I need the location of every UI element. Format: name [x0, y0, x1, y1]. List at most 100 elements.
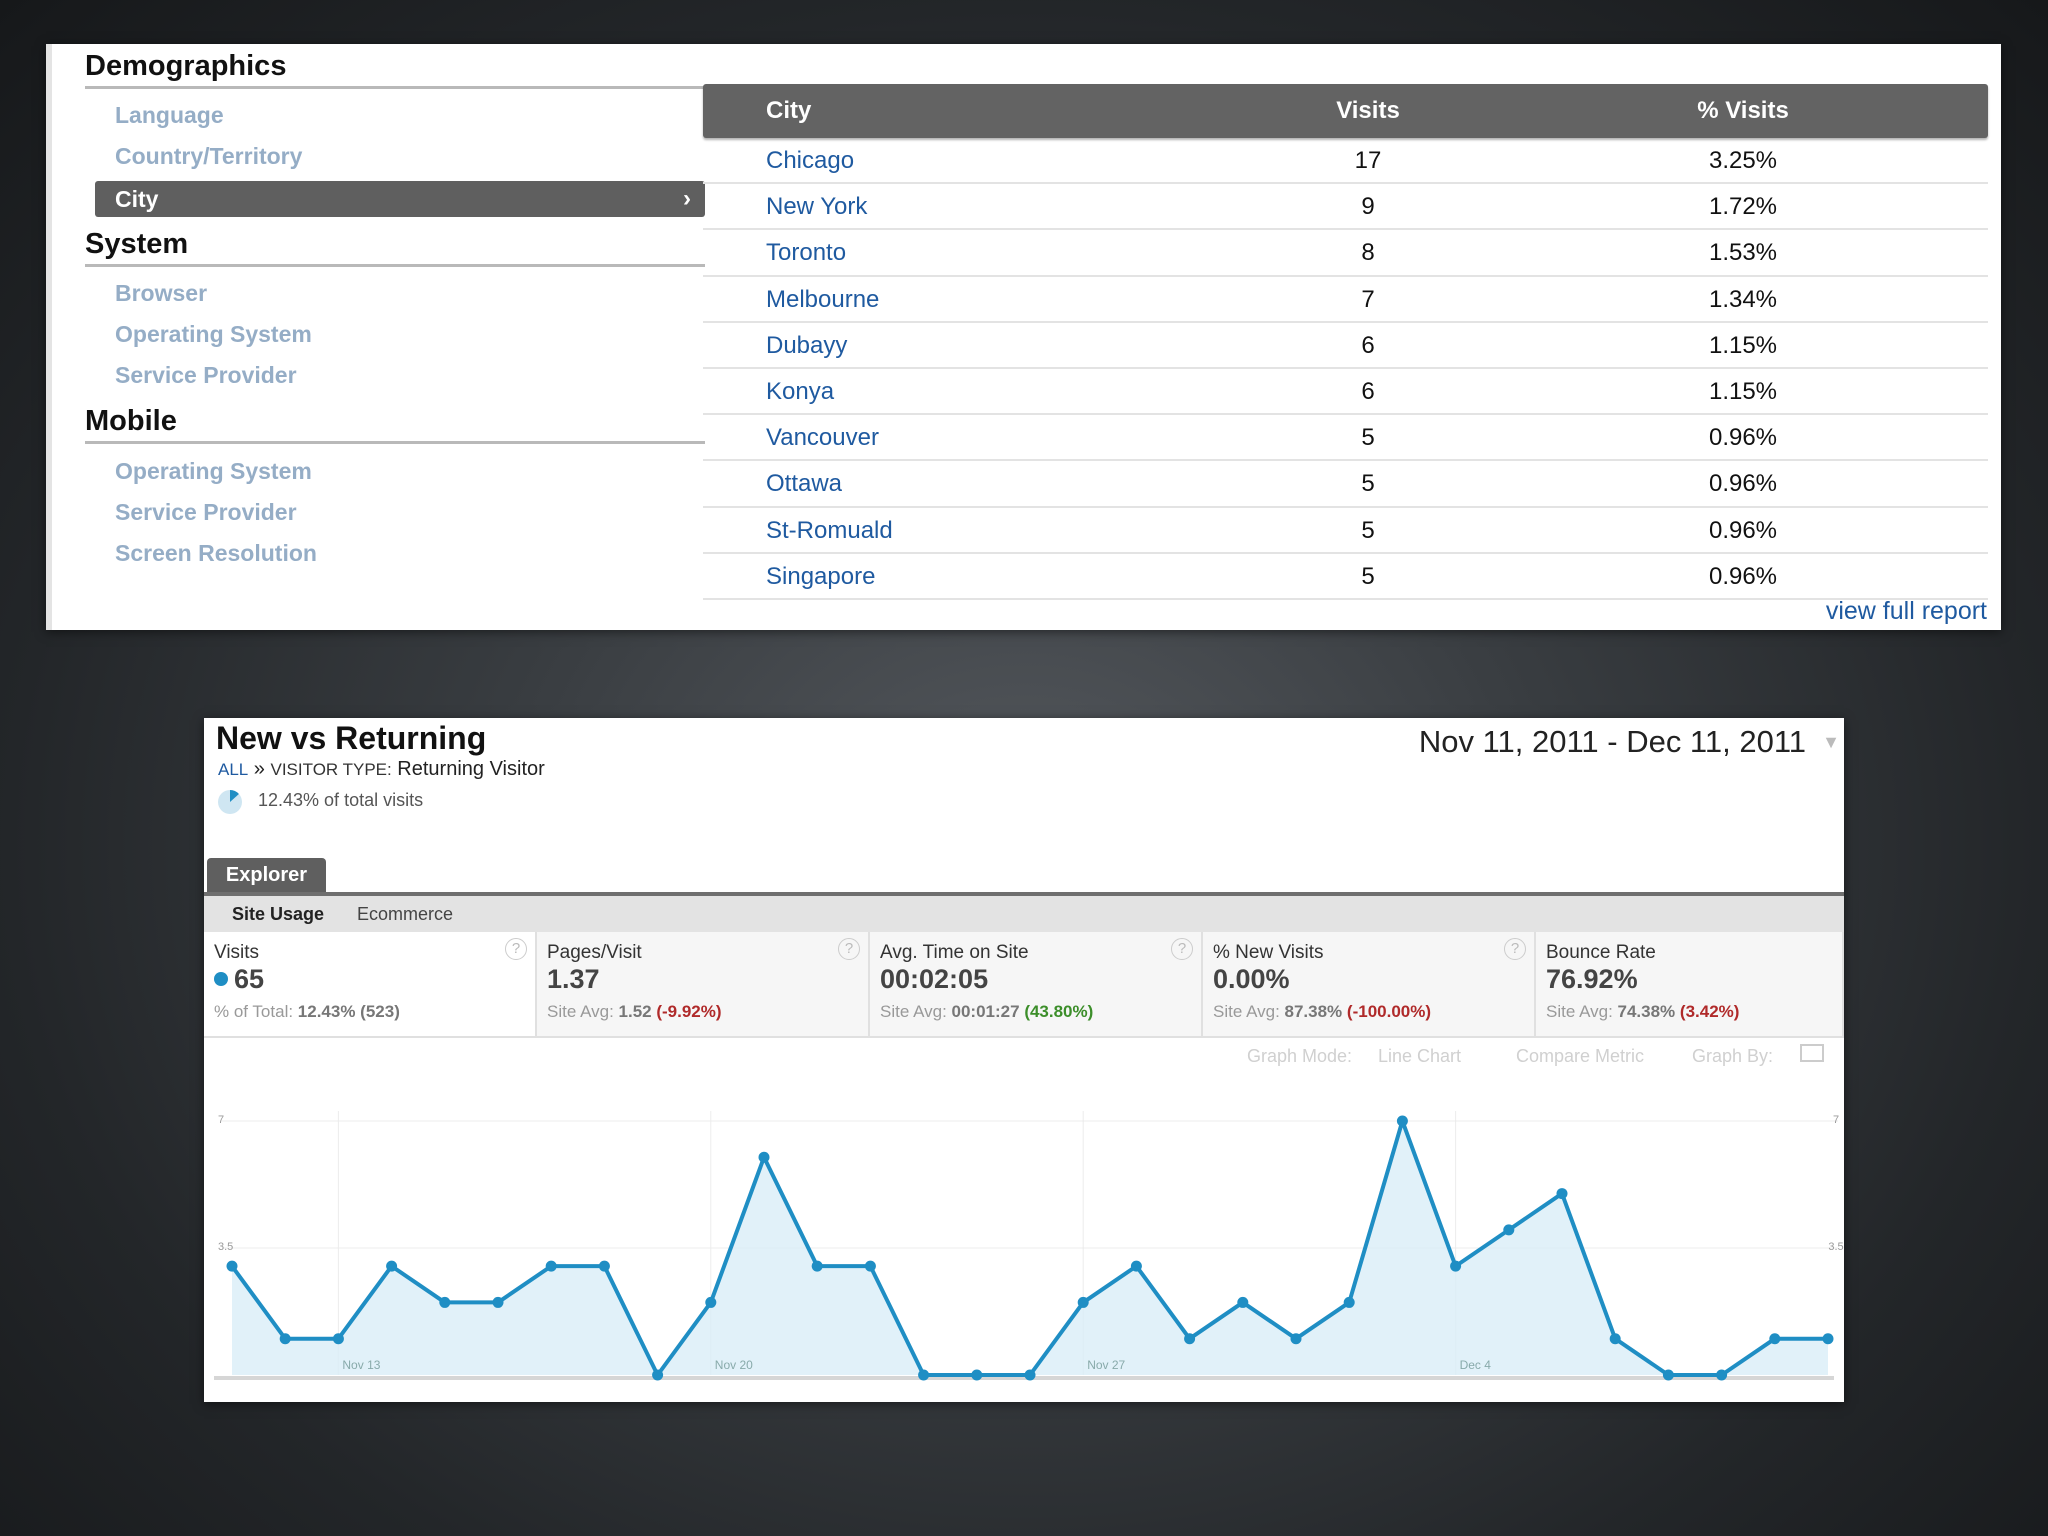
view-full-report-link[interactable]: view full report	[1825, 597, 1987, 625]
table-row: Dubayy 6 1.15%	[703, 323, 1988, 369]
data-point	[652, 1369, 664, 1381]
metric-label: Avg. Time on Site	[880, 942, 1029, 963]
visits-value: 5	[1361, 562, 1375, 590]
city-name-link[interactable]: St-Romuald	[766, 516, 893, 544]
subtab-site-usage[interactable]: Site Usage	[232, 904, 325, 924]
nav-item-city[interactable]: City ›	[95, 181, 705, 217]
nav-item-browser[interactable]: Browser	[115, 280, 208, 306]
y-tick-label-right: 3.5	[1828, 1241, 1843, 1253]
metric-label: Visits	[214, 942, 260, 963]
metric-value: 65	[214, 964, 264, 995]
data-point	[705, 1296, 717, 1308]
breadcrumb-dimension: VISITOR TYPE:	[270, 760, 392, 779]
nav-item-screen-resolution[interactable]: Screen Resolution	[115, 540, 317, 566]
city-name-link[interactable]: Singapore	[766, 562, 876, 590]
data-point	[1237, 1296, 1249, 1308]
metric-sub: % of Total: 12.43% (523)	[214, 1002, 400, 1021]
column-header-pct-visits[interactable]: % Visits	[1697, 97, 1789, 124]
data-point	[1450, 1260, 1462, 1272]
data-point	[1130, 1260, 1142, 1272]
table-row: Konya 6 1.15%	[703, 369, 1988, 416]
nav-item-operating-system[interactable]: Operating System	[115, 321, 312, 347]
data-point	[758, 1151, 770, 1163]
help-icon[interactable]: ?	[1504, 938, 1526, 960]
report-title: New vs Returning	[216, 720, 487, 756]
date-start: Nov 11, 2011	[1418, 724, 1599, 759]
subtab-ecommerce[interactable]: Ecommerce	[357, 904, 454, 924]
table-row: Chicago 17 3.25%	[703, 138, 1988, 185]
chevron-down-icon[interactable]: ▼	[1822, 732, 1840, 752]
nav-item-mobile-operating-system[interactable]: Operating System	[115, 458, 312, 484]
visits-value: 17	[1354, 147, 1382, 174]
nav-item-mobile-service-provider[interactable]: Service Provider	[115, 499, 297, 525]
data-point	[1769, 1333, 1781, 1345]
breadcrumb-all-link[interactable]: ALL	[218, 760, 249, 779]
visits-value: 5	[1361, 470, 1375, 498]
data-point	[1662, 1369, 1674, 1381]
city-name-link[interactable]: Ottawa	[766, 470, 843, 498]
city-name-link[interactable]: Toronto	[766, 239, 847, 267]
data-point	[1343, 1296, 1355, 1308]
pct-visits-value: 0.96%	[1708, 424, 1778, 452]
city-name-link[interactable]: Vancouver	[766, 424, 879, 452]
section-divider	[85, 86, 705, 89]
data-point	[1503, 1224, 1515, 1236]
metric-value: 76.92%	[1546, 964, 1638, 994]
nav-item-language[interactable]: Language	[115, 102, 224, 128]
metric-avg-time-on-site[interactable]: Avg. Time on Site 00:02:05 Site Avg: 00:…	[870, 932, 1203, 1038]
data-point	[1716, 1369, 1728, 1381]
city-name-link[interactable]: Konya	[766, 377, 835, 405]
date-end: Dec 11, 2011	[1626, 724, 1806, 759]
city-name-link[interactable]: Melbourne	[766, 285, 880, 313]
new-vs-returning-report: New vs Returning ALL » VISITOR TYPE: Ret…	[204, 718, 1844, 1402]
data-point	[811, 1260, 823, 1272]
x-tick-label: Nov 13	[342, 1358, 380, 1372]
section-divider	[85, 441, 705, 444]
metric-sub: Site Avg: 00:01:27 (43.80%)	[880, 1002, 1094, 1021]
metric-delta: (3.42%)	[1679, 1002, 1740, 1021]
city-table-header: City Visits % Visits	[703, 84, 1988, 138]
city-table: City Visits % Visits Chicago 17 3.25% New Y…	[703, 84, 1988, 600]
date-range-picker[interactable]: Nov 11, 2011 - Dec 11, 2011	[1419, 724, 1806, 760]
data-point	[279, 1333, 291, 1345]
metric-pct-new-visits[interactable]: % New Visits 0.00% Site Avg: 87.38% (-10…	[1203, 932, 1536, 1038]
pct-visits-value: 1.15%	[1708, 377, 1778, 405]
compare-metric-button[interactable]: Compare Metric	[1516, 1046, 1645, 1066]
x-tick-label: Dec 4	[1460, 1358, 1492, 1372]
pct-visits-value: 3.25%	[1708, 147, 1778, 174]
breadcrumb-value: Returning Visitor	[391, 758, 545, 780]
metric-visits[interactable]: Visits 65 % of Total: 12.43% (523) ?	[204, 932, 537, 1038]
calendar-icon[interactable]	[1800, 1044, 1824, 1062]
nav-item-country-territory[interactable]: Country/Territory	[115, 143, 303, 169]
city-name-link[interactable]: New York	[766, 193, 868, 221]
pie-chart-icon	[218, 790, 242, 814]
data-point	[971, 1369, 983, 1381]
column-header-visits[interactable]: Visits	[1336, 97, 1400, 124]
visits-value: 9	[1361, 193, 1375, 221]
y-tick-label-right: 7	[1833, 1114, 1839, 1126]
visits-value: 5	[1361, 516, 1375, 544]
column-header-city[interactable]: City	[766, 97, 812, 124]
metric-pages-per-visit[interactable]: Pages/Visit 1.37 Site Avg: 1.52 (-9.92%)…	[537, 932, 870, 1038]
metric-label: % New Visits	[1213, 942, 1324, 963]
table-row: St-Romuald 5 0.96%	[703, 508, 1988, 554]
pct-visits-value: 0.96%	[1708, 516, 1778, 544]
metric-sub: Site Avg: 74.38% (3.42%)	[1546, 1002, 1740, 1021]
panel-left-border	[46, 44, 52, 630]
help-icon[interactable]: ?	[1171, 938, 1193, 960]
city-name-link[interactable]: Dubayy	[766, 331, 848, 359]
help-icon[interactable]: ?	[505, 938, 527, 960]
nav-item-service-provider[interactable]: Service Provider	[115, 362, 297, 388]
y-tick-label-left: 3.5	[218, 1241, 233, 1253]
data-point	[1290, 1333, 1302, 1345]
tab-explorer[interactable]: Explorer	[207, 858, 326, 892]
metric-bounce-rate[interactable]: Bounce Rate 76.92% Site Avg: 74.38% (3.4…	[1536, 932, 1844, 1038]
breadcrumb-separator: »	[248, 758, 271, 780]
visits-value: 6	[1361, 377, 1375, 405]
help-icon[interactable]: ?	[838, 938, 860, 960]
metric-label: Pages/Visit	[547, 942, 642, 963]
graph-mode-select[interactable]: Line Chart	[1378, 1046, 1462, 1066]
city-name-link[interactable]: Chicago	[766, 147, 855, 174]
table-row: Ottawa 5 0.96%	[703, 461, 1988, 508]
pct-visits-value: 1.34%	[1708, 285, 1778, 313]
